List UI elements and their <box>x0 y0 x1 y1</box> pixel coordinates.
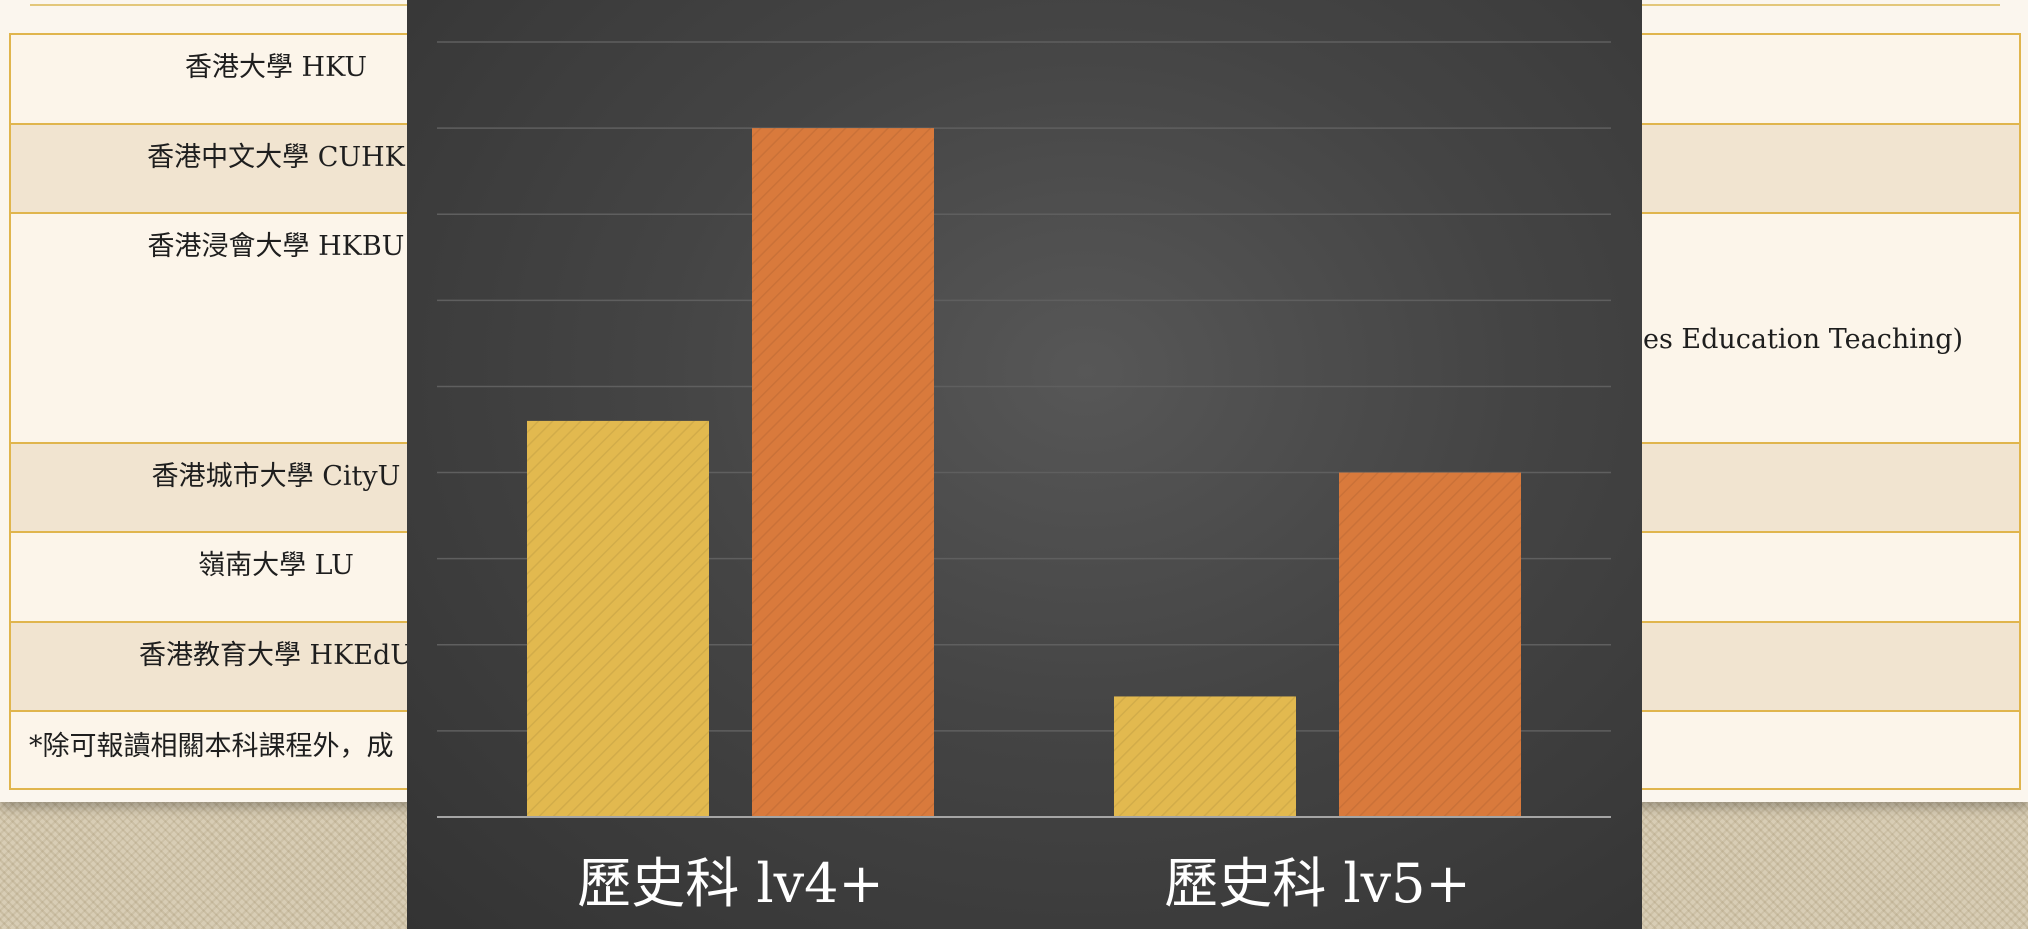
university-name: 香港城市大學 CityU <box>151 461 401 492</box>
university-name: 香港大學 HKU <box>184 52 368 83</box>
university-name: 香港浸會大學 HKBU <box>147 231 405 262</box>
x-tick-label: 歷史科 lv5+ <box>1164 852 1471 915</box>
bar-texture <box>527 420 709 817</box>
university-name: 香港中文大學 CUHK <box>147 142 405 173</box>
x-tick-label: 歷史科 lv4+ <box>577 852 884 915</box>
bar-texture <box>1114 696 1296 817</box>
programme-text: es Education Teaching) <box>1643 324 1964 355</box>
footnote: *除可報讀相關本科課程外，成 <box>29 731 394 762</box>
bar-chart: 歷史科 lv4+ 歷史科 lv5+ <box>437 41 1611 915</box>
bar-texture <box>752 128 934 818</box>
bar-texture <box>1339 472 1521 817</box>
university-name: 香港教育大學 HKEdU <box>138 640 414 671</box>
chart-panel: 歷史科 lv4+ 歷史科 lv5+ <box>407 0 1642 929</box>
university-name: 嶺南大學 LU <box>198 550 354 581</box>
